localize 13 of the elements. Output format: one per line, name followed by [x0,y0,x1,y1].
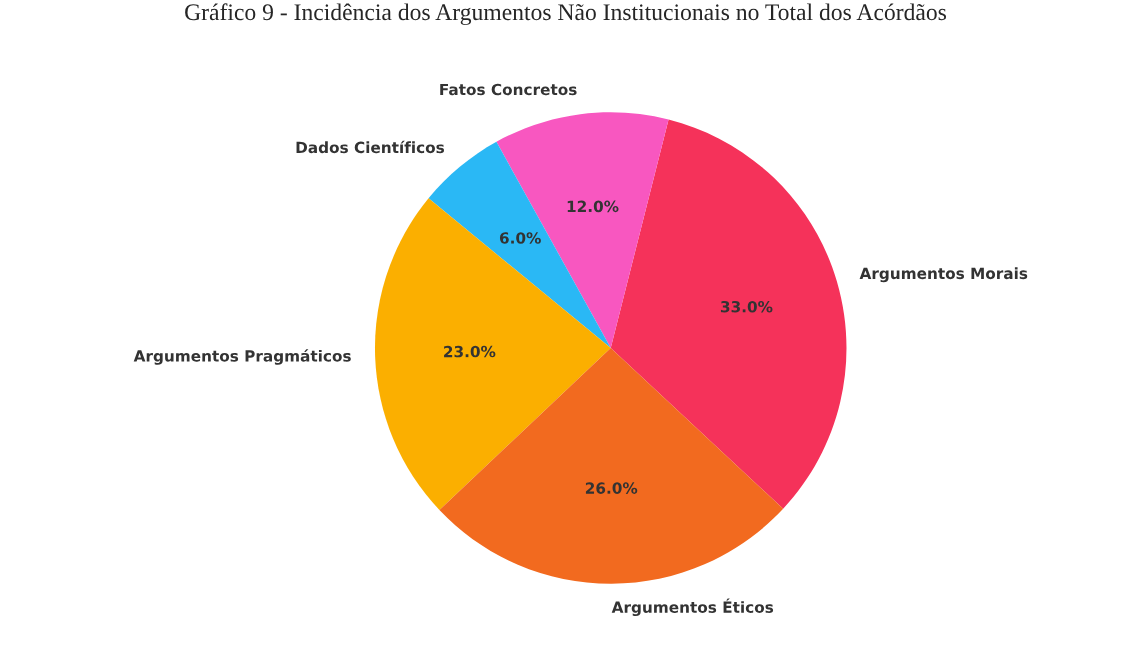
data-label: 6.0% [499,232,541,244]
slice-label: Dados Científicos [296,140,445,154]
chart-title: Gráfico 9 - Incidência dos Argumentos Não Institucionais no Total dos Acórdãos [185,3,947,26]
slice-label: Argumentos Pragmáticos [133,349,351,365]
data-label: 26.0% [585,482,638,494]
data-label: 23.0% [444,345,496,358]
slice-label: Argumentos Morais [859,267,1028,283]
slice-label: Argumentos Éticos [611,598,774,617]
slice-label: Fatos Concretos [440,83,577,96]
pie-slice [496,112,669,348]
data-label: 12.0% [567,200,619,213]
pie-slice [439,347,784,584]
data-label: 33.0% [720,300,773,313]
